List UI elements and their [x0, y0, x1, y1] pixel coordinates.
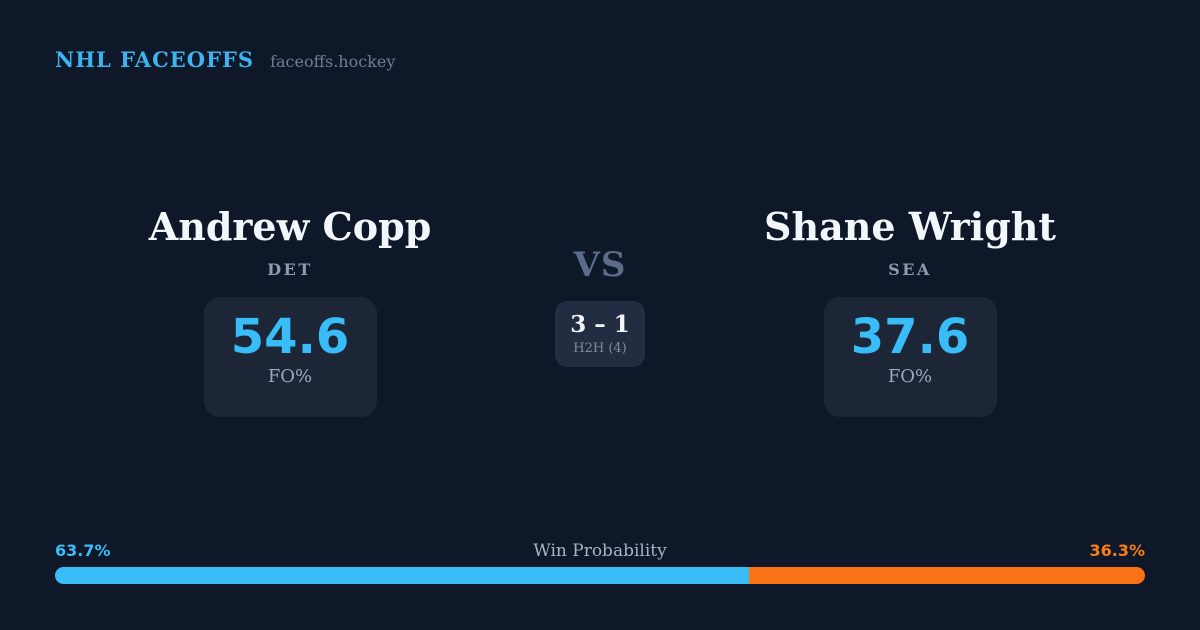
win-prob-title: Win Probability — [533, 541, 667, 561]
win-bar-left-segment — [55, 567, 750, 584]
win-probability-bar — [55, 567, 1145, 584]
vs-label: VS — [573, 245, 627, 285]
stat-card-right: 37.6 FO% — [823, 296, 997, 417]
h2h-label: H2H (4) — [573, 341, 627, 356]
win-prob-left-pct: 63.7% — [55, 541, 111, 560]
brand-title: NHL FACEOFFS — [55, 47, 255, 72]
header: NHL FACEOFFS faceoffs.hockey — [55, 47, 395, 72]
player-name-left: Andrew Copp — [148, 204, 432, 249]
win-prob-right-pct: 36.3% — [1089, 541, 1146, 560]
stat-card-left: 54.6 FO% — [203, 296, 377, 417]
fo-pct-value-left: 54.6 — [230, 308, 350, 365]
player-name-right: Shane Wright — [764, 204, 1056, 249]
h2h-score: 3 – 1 — [570, 311, 630, 338]
site-domain: faceoffs.hockey — [270, 52, 396, 71]
vs-panel: VS 3 – 1 H2H (4) — [520, 205, 680, 367]
player-team-left: DET — [267, 259, 313, 279]
player-panel-left: Andrew Copp DET 54.6 FO% — [110, 205, 470, 417]
player-panel-right: Shane Wright SEA 37.6 FO% — [730, 205, 1090, 417]
player-team-right: SEA — [888, 259, 932, 279]
win-bar-right-segment — [749, 567, 1145, 584]
win-probability-labels: 63.7% Win Probability 36.3% — [55, 541, 1145, 561]
fo-pct-label-right: FO% — [887, 366, 933, 388]
h2h-card: 3 – 1 H2H (4) — [555, 301, 645, 367]
fo-pct-label-left: FO% — [267, 366, 313, 388]
fo-pct-value-right: 37.6 — [850, 308, 970, 365]
